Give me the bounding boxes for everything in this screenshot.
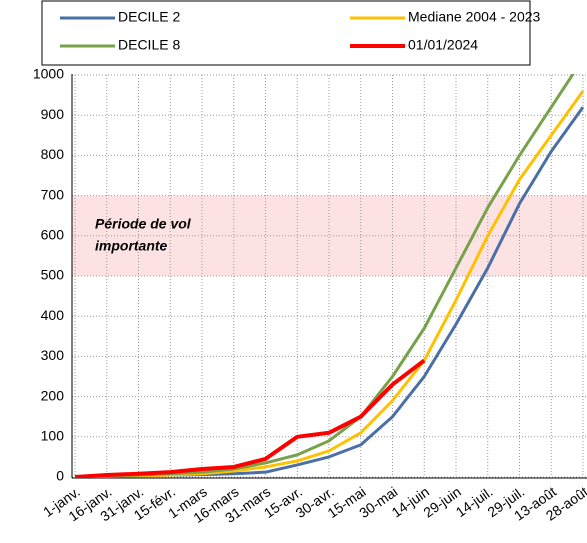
y-tick-label: 500 [41, 267, 65, 283]
annotation: importante [95, 238, 168, 254]
legend-label: 01/01/2024 [408, 37, 478, 53]
y-tick-label: 200 [41, 387, 65, 403]
y-tick-label: 700 [41, 186, 65, 202]
y-tick-label: 100 [41, 428, 65, 444]
series-line [74, 358, 426, 478]
legend-label: DECILE 2 [118, 9, 180, 25]
legend-label: DECILE 8 [118, 37, 180, 53]
y-tick-label: 600 [41, 227, 65, 243]
y-tick-label: 400 [41, 307, 65, 323]
y-tick-label: 300 [41, 347, 65, 363]
annotation: Période de vol [95, 216, 192, 232]
y-tick-label: 800 [41, 146, 65, 162]
legend-label: Mediane 2004 - 2023 [408, 9, 541, 25]
legend [41, 0, 531, 66]
plot-lines [74, 74, 585, 478]
series-line [74, 90, 585, 478]
y-tick-label: 900 [41, 106, 65, 122]
y-tick-label: 0 [56, 468, 64, 484]
y-tick-label: 1000 [33, 66, 64, 82]
